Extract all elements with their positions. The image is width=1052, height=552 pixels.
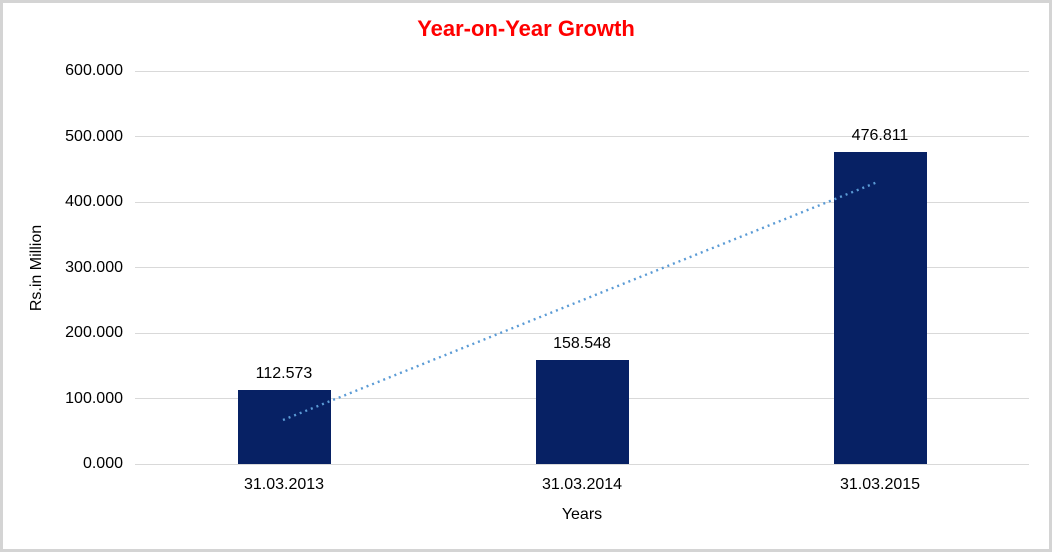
x-category-label: 31.03.2013 — [243, 476, 325, 493]
y-tick-label: 100.000 — [65, 389, 123, 407]
y-tick-label: 300.000 — [65, 258, 123, 276]
x-category-label: 31.03.2014 — [541, 476, 623, 493]
x-category-label: 31.03.2015 — [839, 476, 921, 493]
y-gridline — [135, 136, 1029, 137]
x-axis-line — [135, 463, 1029, 465]
y-gridline — [135, 70, 1029, 72]
data-label: 112.573 — [255, 365, 313, 383]
bar-31.03.2015 — [833, 151, 927, 464]
y-tick-label: 0.000 — [82, 455, 123, 472]
data-label: 476.811 — [851, 126, 909, 144]
bar-31.03.2013 — [237, 390, 331, 464]
y-tick-label: 600.000 — [65, 62, 123, 79]
chart-title: Year-on-Year Growth — [417, 16, 635, 41]
y-tick-label: 500.000 — [65, 127, 123, 145]
y-tick-label: 400.000 — [65, 193, 123, 210]
x-axis-title: Years — [561, 506, 603, 523]
data-label: 158.548 — [553, 335, 611, 353]
bar-31.03.2014 — [535, 360, 629, 464]
y-tick-label: 200.000 — [65, 324, 123, 341]
